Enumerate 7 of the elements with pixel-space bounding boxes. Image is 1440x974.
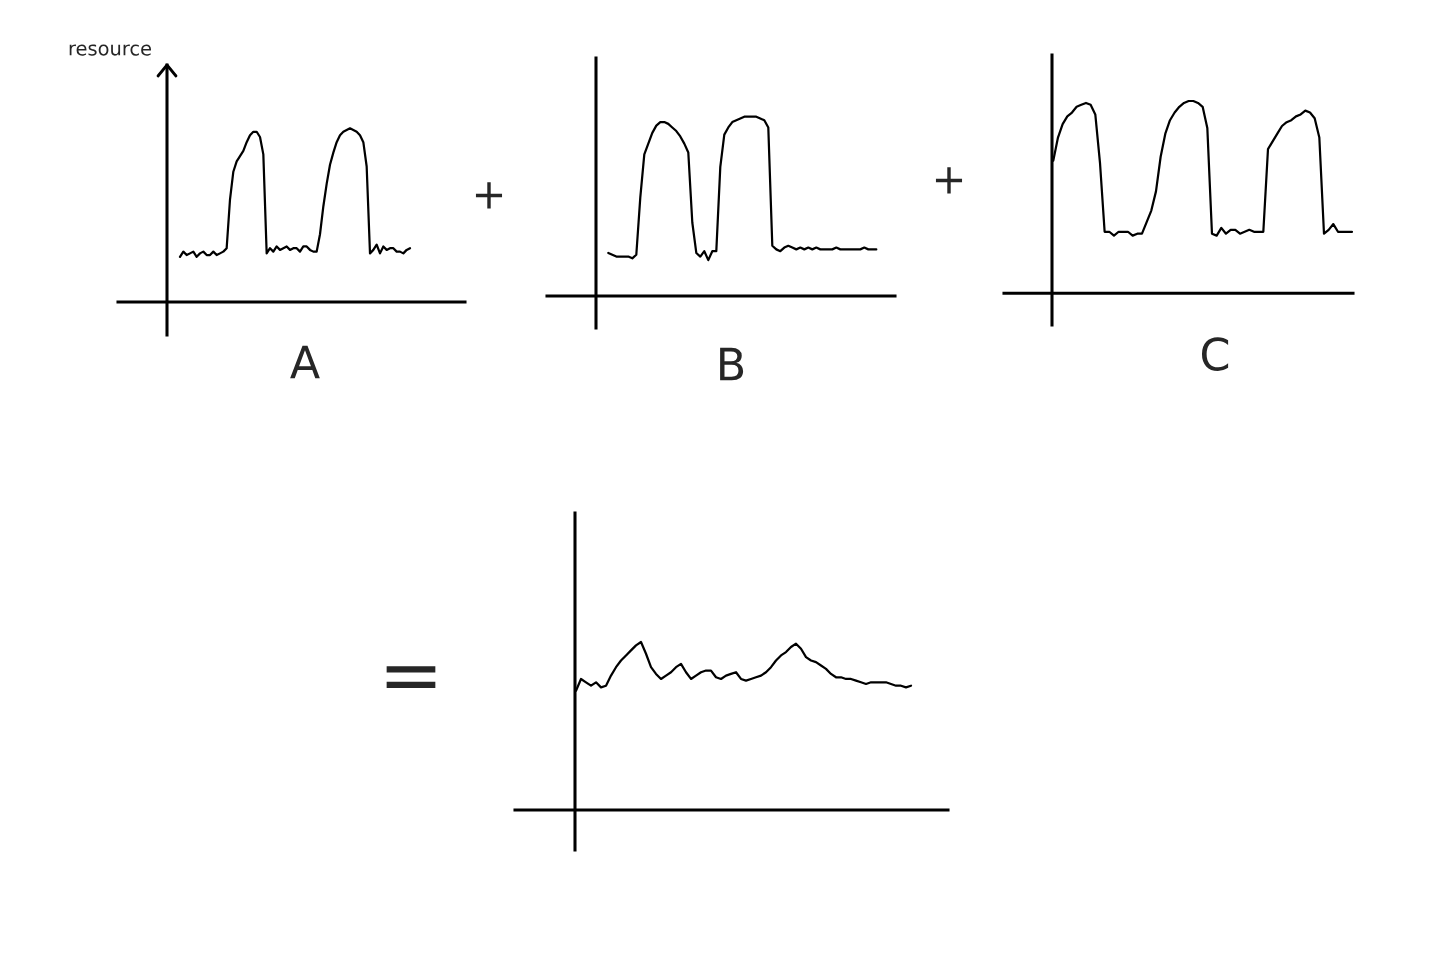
x-axis-title: B <box>720 347 744 381</box>
y-axis-title: resource <box>69 44 151 56</box>
x-axis-title: C <box>1201 337 1229 371</box>
x-axis-title: A <box>290 345 320 379</box>
text: + <box>935 167 963 194</box>
text: = <box>386 666 436 689</box>
text: + <box>475 182 503 209</box>
